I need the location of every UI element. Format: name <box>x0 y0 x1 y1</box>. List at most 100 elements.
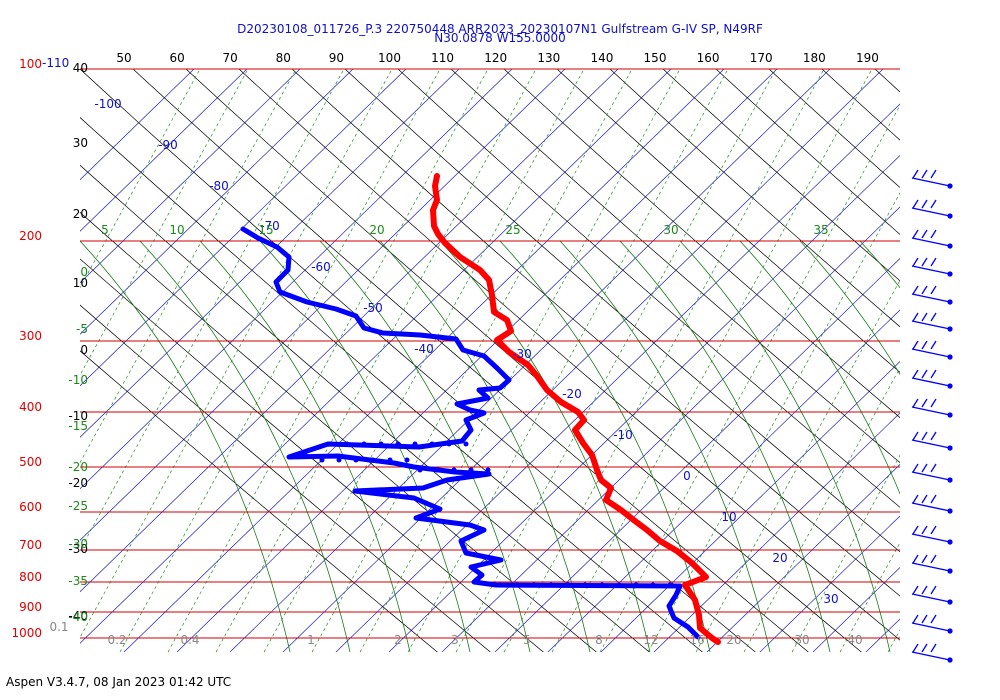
dewpoint-dot <box>336 457 342 463</box>
wind-barb-flag <box>912 340 919 350</box>
pressure-label: 500 <box>19 455 42 469</box>
moist-adiabat-line <box>799 240 900 376</box>
temperature-label: 20 <box>772 551 787 565</box>
pressure-label: 1000 <box>11 626 42 640</box>
dry-adiabat-line <box>821 69 900 141</box>
dewpoint-dot <box>434 467 440 473</box>
wind-barb <box>911 199 953 219</box>
chart-title-line2: N30.0878 W155.0000 <box>434 31 566 45</box>
temperature-label: 10 <box>721 510 736 524</box>
wind-barb-staff <box>911 622 951 632</box>
top-axis-label: 70 <box>223 51 238 65</box>
dry-adiabat-line <box>556 69 900 373</box>
wind-barb-staff <box>911 439 951 449</box>
mixing-ratio-line <box>887 629 900 652</box>
dry-adiabat-line <box>80 211 597 652</box>
top-axis-label: 110 <box>431 51 454 65</box>
mixing-ratio-bottom-label: 20 <box>726 633 741 647</box>
top-axis-label: 80 <box>276 51 291 65</box>
mixing-ratio-line <box>263 69 585 652</box>
wind-barb-flag <box>930 312 937 322</box>
dewpoint-dot <box>565 582 571 588</box>
wind-barb <box>911 340 953 360</box>
mixing-ratio-label: 15 <box>258 223 273 237</box>
isotherm-line <box>80 69 672 644</box>
isotherm-line <box>176 69 778 652</box>
dewpoint-dot <box>468 467 474 473</box>
top-axis-label: 90 <box>329 51 344 65</box>
isotherm-line <box>80 69 301 284</box>
isotherm-line <box>706 463 900 652</box>
wind-barb-flag <box>912 398 919 408</box>
temperature-label: -40 <box>414 342 434 356</box>
wind-barb-staff <box>911 406 951 416</box>
wind-barb-flag <box>930 525 937 535</box>
isotherm-line <box>919 69 1000 652</box>
dewpoint-dot <box>667 582 673 588</box>
wind-barb-flag <box>930 257 937 267</box>
moist-adiabat-lines <box>80 240 900 652</box>
wind-barb-flag <box>912 643 919 653</box>
wind-barb-flag <box>930 369 937 379</box>
mixing-ratio-bottom-label: 12 <box>643 633 658 647</box>
left-axis-label: 30 <box>73 136 88 150</box>
isotherm-line <box>547 309 900 652</box>
temperature-label: -80 <box>209 179 229 193</box>
isotherm-line <box>229 69 831 652</box>
temperature-label: -70 <box>260 219 280 233</box>
wind-barb-flag <box>912 312 919 322</box>
dewpoint-dot <box>463 441 469 447</box>
wind-barb-flag <box>912 585 919 595</box>
mixing-ratio-label: 5 <box>101 223 109 237</box>
moist-adiabat-label: -30 <box>68 537 88 551</box>
moist-adiabat-line <box>679 240 891 652</box>
mixing-ratio-line <box>647 192 900 652</box>
wind-barbs <box>911 169 953 663</box>
dewpoint-dot <box>582 582 588 588</box>
moist-adiabat-label: -5 <box>76 322 88 336</box>
isotherm-line <box>80 69 619 593</box>
temperature-label: -10 <box>613 428 633 442</box>
top-axis-label: 120 <box>484 51 507 65</box>
left-axis-label: -40 <box>68 609 88 623</box>
mixing-ratio-label: 25 <box>505 223 520 237</box>
mixing-ratio-bottom-label: 2 <box>394 633 402 647</box>
dry-adiabat-line <box>503 69 900 419</box>
isotherm-line <box>80 69 566 541</box>
pressure-label: 300 <box>19 329 42 343</box>
top-axis-label: 60 <box>169 51 184 65</box>
dry-adiabat-line <box>981 69 1000 689</box>
dewpoint-dot <box>404 457 410 463</box>
mixing-ratio-line <box>167 69 489 652</box>
moist-adiabat-line <box>559 240 771 652</box>
moist-adiabat-label: -35 <box>68 574 88 588</box>
mixing-ratio-label: 10 <box>169 223 184 237</box>
dewpoint-dot <box>417 467 423 473</box>
wind-barb-flag <box>912 463 919 473</box>
mixing-ratio-line <box>119 69 441 652</box>
wind-barb-flag <box>921 340 928 350</box>
wind-barb-flag <box>930 229 937 239</box>
wind-barb-staff <box>911 533 951 543</box>
moist-adiabat-label: 0 <box>80 265 88 279</box>
wind-barb-flag <box>921 431 928 441</box>
moist-adiabat-label: -20 <box>68 460 88 474</box>
wind-barb <box>911 525 953 545</box>
wind-barb-staff <box>911 237 951 247</box>
pressure-label-suffix: -110 <box>42 56 69 70</box>
isotherm-line <box>80 69 354 335</box>
dewpoint-dot <box>387 457 393 463</box>
wind-barb-staff <box>911 265 951 275</box>
mixing-ratio-line <box>743 367 900 652</box>
top-axis-label: 150 <box>644 51 667 65</box>
wind-barb-flag <box>921 585 928 595</box>
dewpoint-dot <box>633 582 639 588</box>
isotherm-line <box>972 69 1000 652</box>
mixing-ratio-label: 35 <box>813 223 828 237</box>
moist-adiabat-line <box>739 240 900 495</box>
dewpoint-dot <box>616 582 622 588</box>
dewpoint-dot <box>327 441 333 447</box>
wind-barb <box>911 229 953 249</box>
isotherm-lines <box>80 69 1000 652</box>
wind-barb <box>911 312 953 332</box>
